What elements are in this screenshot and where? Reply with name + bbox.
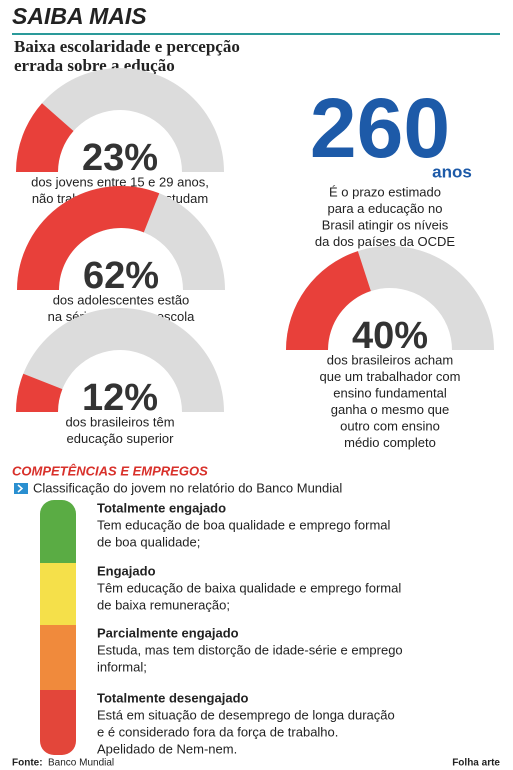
gauge-text: que um trabalhador com bbox=[320, 369, 461, 384]
section-subtitle: Classificação do jovem no relatório do B… bbox=[33, 480, 342, 495]
stat-text: É o prazo estimado bbox=[329, 184, 441, 199]
gauge-text: ganha o mesmo que bbox=[331, 402, 450, 417]
gauge-text: ensino fundamental bbox=[333, 385, 447, 400]
level-text: Está em situação de desemprego de longa … bbox=[97, 707, 395, 722]
level-segment bbox=[40, 690, 76, 755]
gauge-track bbox=[16, 68, 224, 172]
gauge-label: 23% bbox=[82, 137, 158, 179]
title: SAIBA MAIS bbox=[12, 3, 147, 29]
level-bar bbox=[40, 500, 76, 755]
level-text: Tem educação de boa qualidade e emprego … bbox=[97, 517, 391, 532]
level-text: de boa qualidade; bbox=[97, 534, 200, 549]
level-title: Totalmente desengajado bbox=[97, 690, 249, 705]
stat-text: Brasil atingir os níveis bbox=[322, 217, 449, 232]
level-title: Parcialmente engajado bbox=[97, 625, 239, 640]
gauge-fill bbox=[16, 103, 74, 172]
level-text: Têm educação de baixa qualidade e empreg… bbox=[97, 580, 401, 595]
gauge-text: dos jovens entre 15 e 29 anos, bbox=[31, 174, 209, 189]
gauge-text: médio completo bbox=[344, 435, 436, 450]
level-text: e é considerado fora da força de trabalh… bbox=[97, 724, 338, 739]
gauge-label: 62% bbox=[83, 255, 159, 297]
subtitle: Baixa escolaridade e percepção bbox=[14, 37, 240, 56]
gauge-track bbox=[16, 308, 224, 412]
gauge-fill bbox=[17, 185, 160, 290]
gauge-label: 12% bbox=[82, 377, 158, 419]
source: Banco Mundial bbox=[48, 758, 114, 769]
section-title: COMPETÊNCIAS E EMPREGOS bbox=[12, 463, 208, 478]
gauge-text: dos brasileiros acham bbox=[327, 352, 453, 367]
icon-arrow bbox=[17, 484, 24, 493]
gauge-text: outro com ensino bbox=[340, 418, 440, 433]
gauge-text: educação superior bbox=[67, 431, 175, 446]
level-title: Engajado bbox=[97, 563, 156, 578]
gauge-fill bbox=[16, 373, 63, 412]
level-text: Apelidado de Nem-nem. bbox=[97, 741, 237, 756]
level-title: Totalmente engajado bbox=[97, 500, 226, 515]
level-segment bbox=[40, 625, 76, 690]
gauge-text: dos adolescentes estão bbox=[53, 292, 190, 307]
level-segment bbox=[40, 500, 76, 563]
stat-text: da dos países da OCDE bbox=[315, 234, 456, 249]
level-text: de baixa remuneração; bbox=[97, 597, 230, 612]
stat-text: para a educação no bbox=[328, 201, 443, 216]
level-text: informal; bbox=[97, 659, 147, 674]
gauge-label: 40% bbox=[352, 315, 428, 357]
stat-value: 260 bbox=[310, 81, 450, 175]
level-segment bbox=[40, 563, 76, 625]
source-label: Fonte: bbox=[12, 758, 43, 769]
gauge-text: dos brasileiros têm bbox=[65, 414, 174, 429]
credit: Folha arte bbox=[452, 758, 500, 769]
gauge-fill bbox=[286, 251, 371, 350]
level-text: Estuda, mas tem distorção de idade-série… bbox=[97, 642, 403, 657]
stat-unit: anos bbox=[432, 162, 472, 181]
